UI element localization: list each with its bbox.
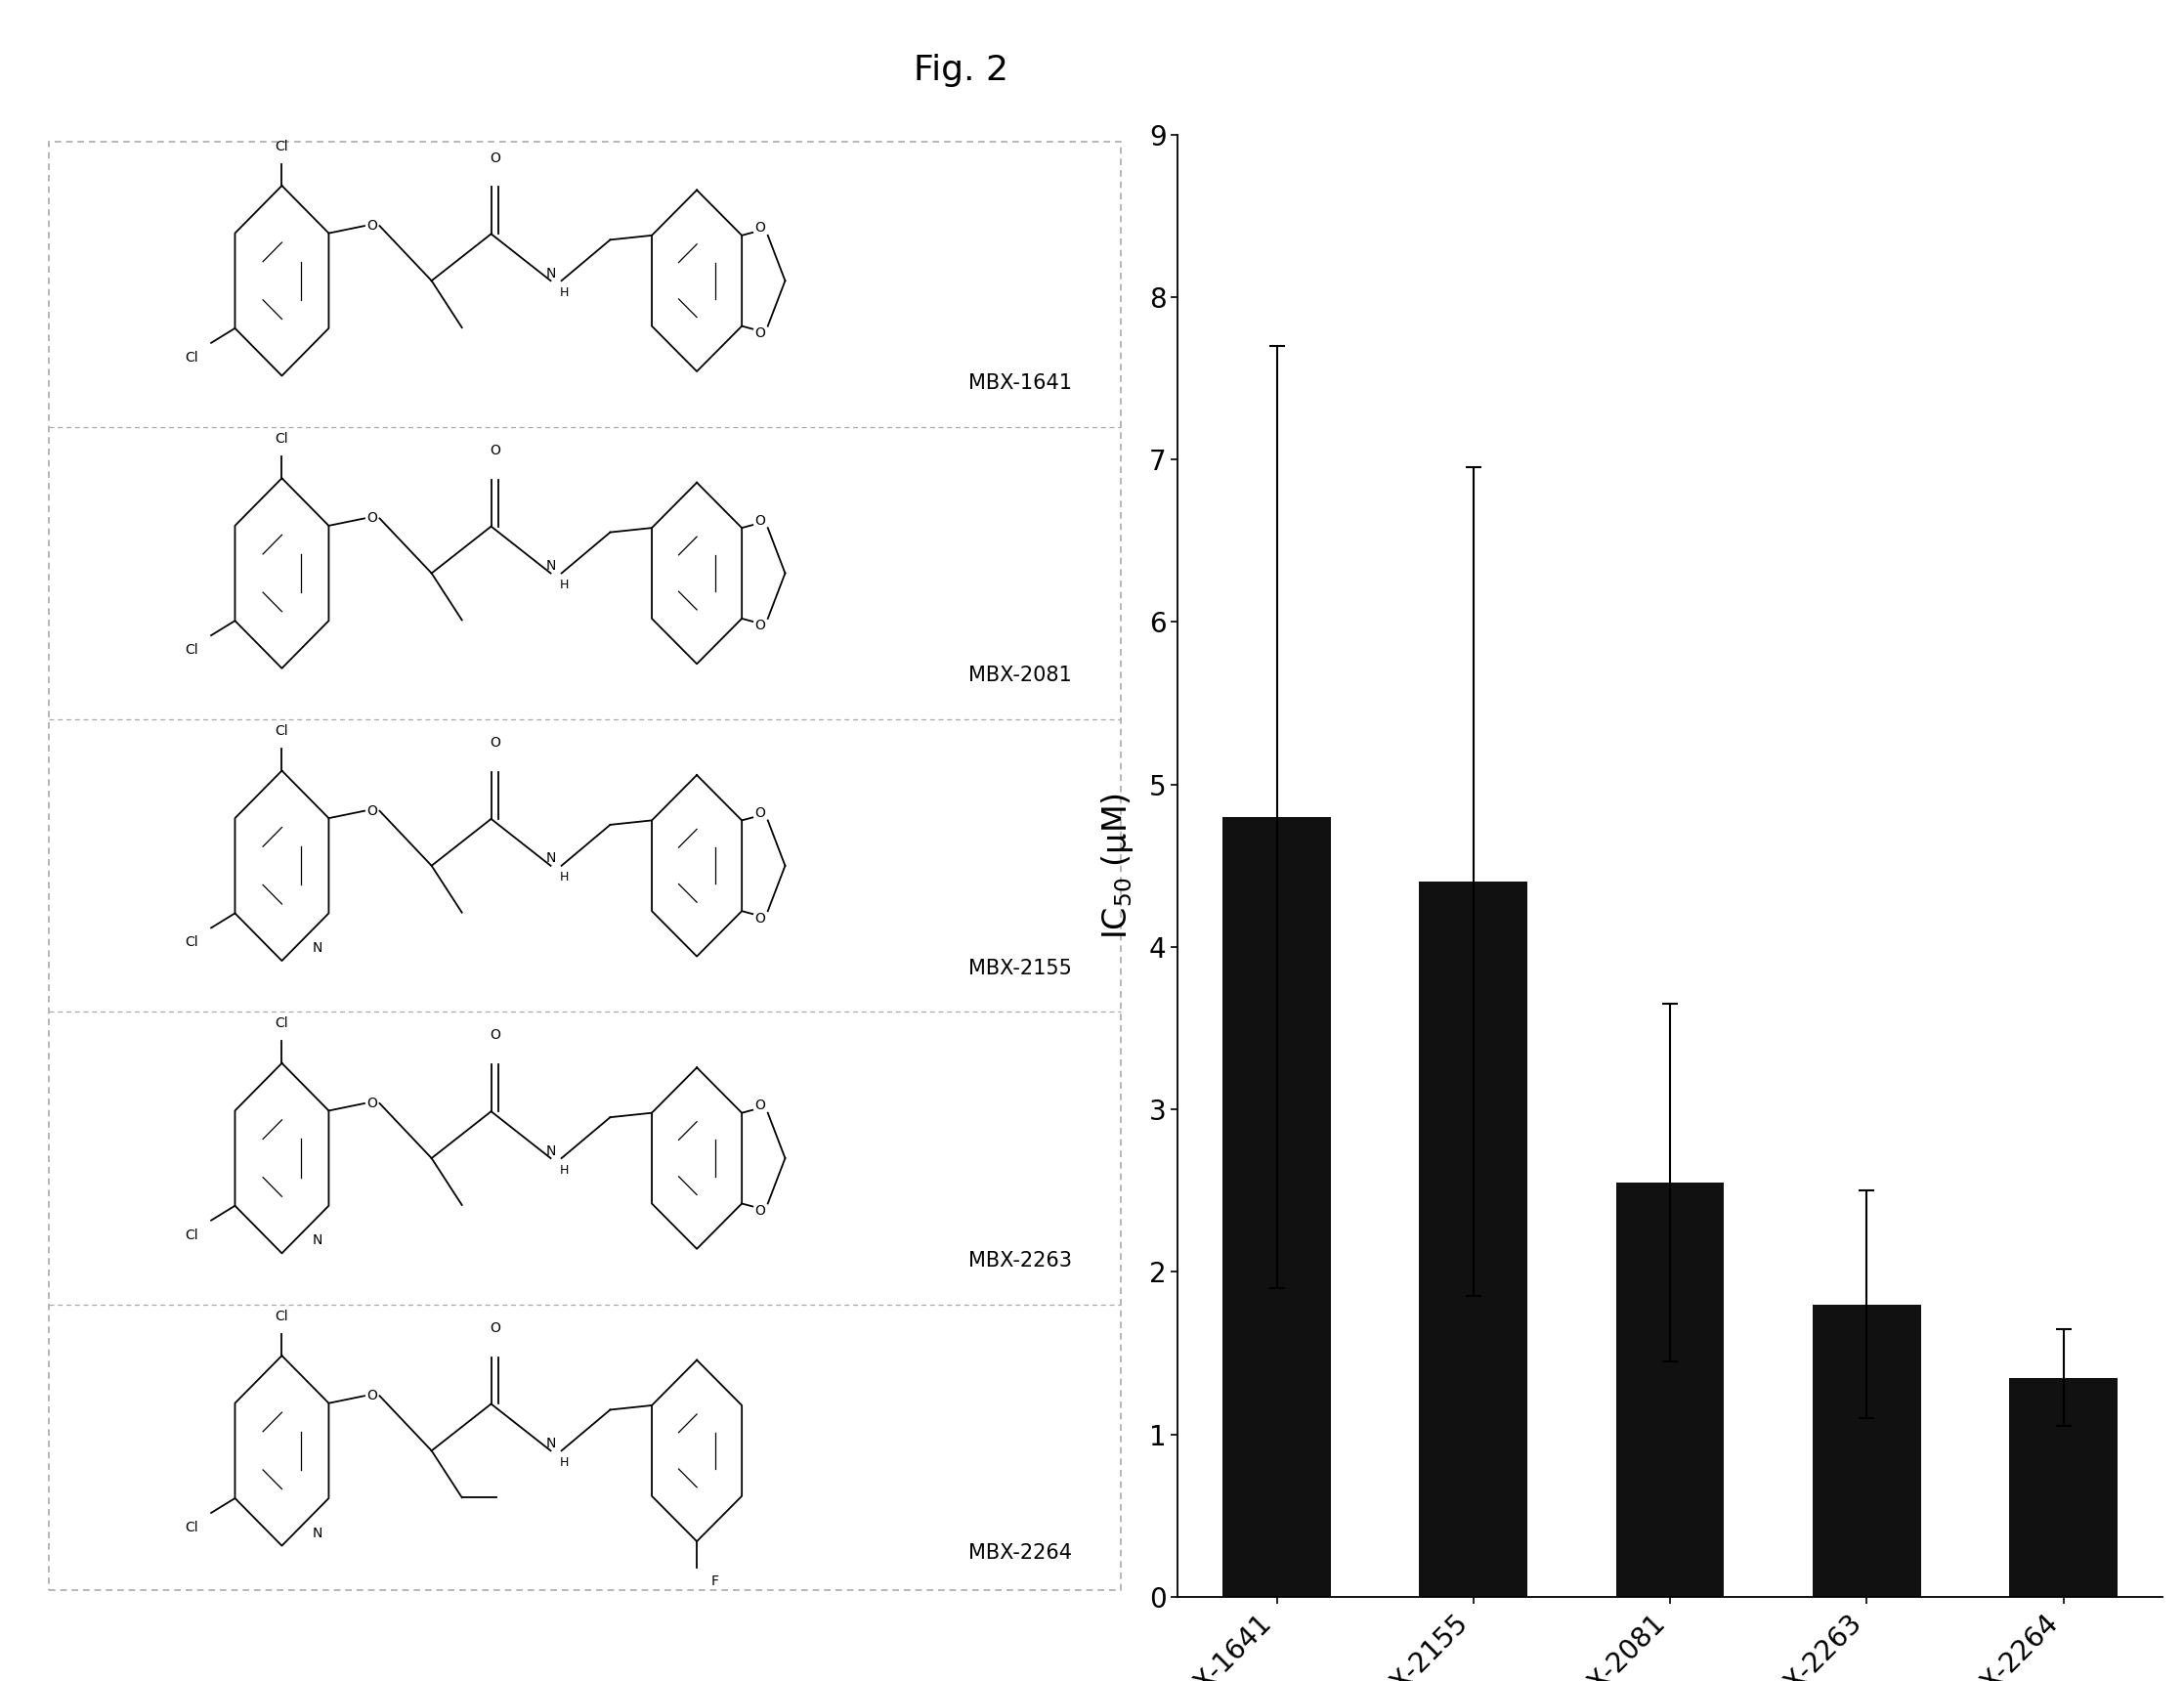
- Text: O: O: [489, 1029, 500, 1042]
- Text: H: H: [559, 871, 570, 884]
- Bar: [1223, 817, 1330, 1597]
- Bar: [2009, 1377, 2118, 1597]
- Text: Fig. 2: Fig. 2: [913, 54, 1009, 87]
- Text: O: O: [367, 804, 378, 817]
- Bar: [1813, 1304, 1920, 1597]
- Text: N: N: [546, 852, 555, 866]
- Text: H: H: [559, 578, 570, 592]
- Text: MBX-1641: MBX-1641: [968, 373, 1072, 393]
- Text: Cl: Cl: [275, 1309, 288, 1323]
- Text: Cl: Cl: [275, 725, 288, 738]
- Text: O: O: [367, 219, 378, 232]
- Text: N: N: [312, 941, 323, 955]
- Text: N: N: [546, 1145, 555, 1158]
- Text: O: O: [756, 619, 767, 632]
- Text: N: N: [546, 560, 555, 573]
- Text: MBX-2264: MBX-2264: [968, 1543, 1072, 1563]
- Bar: [1420, 883, 1527, 1597]
- Text: N: N: [546, 1437, 555, 1451]
- Text: O: O: [756, 326, 767, 340]
- Text: O: O: [489, 444, 500, 457]
- Text: Cl: Cl: [186, 1521, 199, 1535]
- Text: N: N: [546, 267, 555, 281]
- Text: MBX-2081: MBX-2081: [970, 666, 1072, 686]
- Text: Cl: Cl: [186, 644, 199, 657]
- Text: O: O: [756, 222, 767, 235]
- Text: MBX-2155: MBX-2155: [970, 958, 1072, 978]
- Text: O: O: [756, 1099, 767, 1113]
- Text: O: O: [756, 911, 767, 925]
- Text: O: O: [367, 1096, 378, 1109]
- Text: Cl: Cl: [275, 432, 288, 445]
- Text: O: O: [756, 514, 767, 528]
- Text: O: O: [367, 1389, 378, 1402]
- Text: O: O: [489, 151, 500, 165]
- Text: N: N: [312, 1526, 323, 1540]
- Text: O: O: [489, 736, 500, 750]
- Text: Cl: Cl: [186, 936, 199, 950]
- Text: Cl: Cl: [186, 351, 199, 365]
- Bar: [1616, 1183, 1723, 1597]
- Text: O: O: [756, 1204, 767, 1217]
- Text: MBX-2263: MBX-2263: [968, 1251, 1072, 1271]
- Text: O: O: [367, 511, 378, 524]
- Text: Cl: Cl: [186, 1229, 199, 1242]
- Text: H: H: [559, 1163, 570, 1177]
- Text: H: H: [559, 1456, 570, 1469]
- Text: F: F: [712, 1573, 719, 1587]
- Text: O: O: [756, 807, 767, 820]
- Text: H: H: [559, 286, 570, 299]
- Text: Cl: Cl: [275, 140, 288, 153]
- Text: O: O: [489, 1321, 500, 1335]
- Y-axis label: IC$_{50}$ (μM): IC$_{50}$ (μM): [1099, 792, 1136, 940]
- Text: Cl: Cl: [275, 1017, 288, 1030]
- Text: N: N: [312, 1234, 323, 1247]
